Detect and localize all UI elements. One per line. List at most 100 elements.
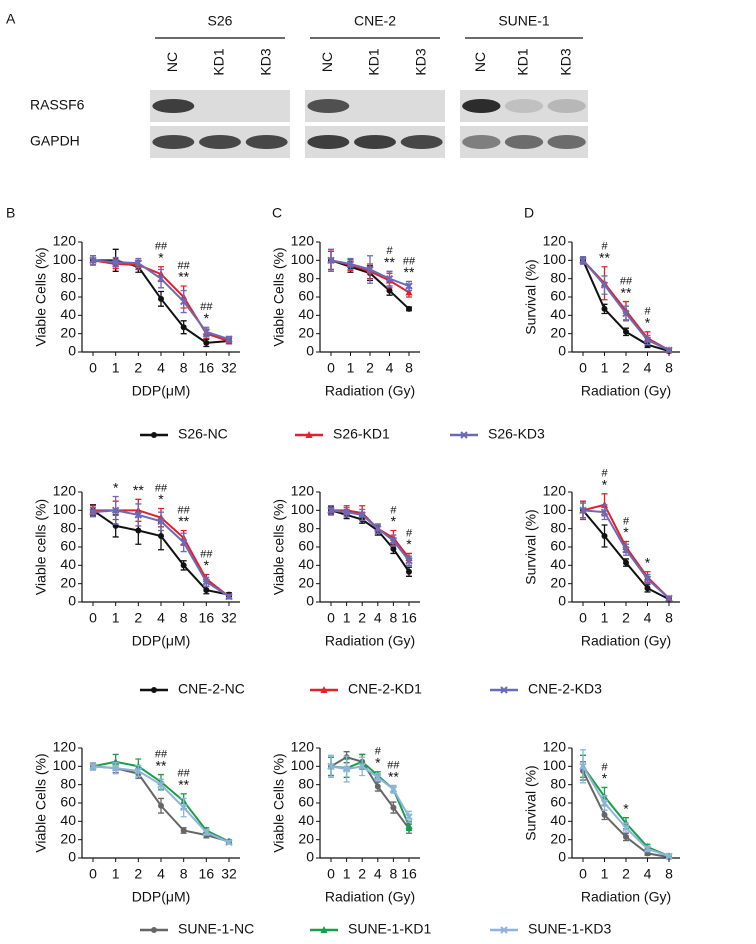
point-marker xyxy=(406,568,412,575)
y-tick-label: 80 xyxy=(550,519,566,535)
point-marker xyxy=(358,511,366,519)
blot-band xyxy=(504,99,544,113)
point-marker xyxy=(665,594,673,603)
y-tick-label: 60 xyxy=(550,288,566,304)
y-axis-label: Viable Cells (%) xyxy=(33,753,49,852)
significance-mark: * xyxy=(375,755,381,771)
point-marker xyxy=(623,559,629,566)
x-tick-label: 32 xyxy=(221,866,237,882)
y-tick-label: 80 xyxy=(298,775,314,791)
significance-mark: * xyxy=(113,479,119,495)
significance-mark: ** xyxy=(178,777,189,793)
y-tick-label: 0 xyxy=(558,849,566,865)
point-marker xyxy=(601,533,608,539)
point-marker xyxy=(600,508,609,516)
x-tick-label: 8 xyxy=(180,360,188,376)
y-tick-label: 120 xyxy=(291,739,315,755)
x-tick-label: 1 xyxy=(343,866,351,882)
legend-label: CNE-2-KD3 xyxy=(528,681,602,697)
significance-mark: * xyxy=(204,557,210,573)
y-axis-label: Viable Cells (%) xyxy=(271,753,287,852)
significance-mark: ** xyxy=(404,264,415,280)
y-tick-label: 40 xyxy=(298,306,314,322)
significance-mark: * xyxy=(645,554,651,570)
lane-label: NC xyxy=(472,52,488,72)
significance-mark: # xyxy=(644,306,651,318)
point-marker xyxy=(358,762,366,771)
point-marker xyxy=(89,508,97,516)
x-axis-label: DDP(μM) xyxy=(132,383,191,399)
x-tick-label: 4 xyxy=(386,360,394,376)
y-tick-label: 100 xyxy=(53,757,77,773)
point-marker xyxy=(203,587,210,594)
point-marker xyxy=(111,258,120,266)
x-axis-label: DDP(μM) xyxy=(132,633,191,649)
y-tick-label: 80 xyxy=(60,269,76,285)
significance-mark: * xyxy=(406,536,412,552)
x-tick-label: 0 xyxy=(579,360,587,376)
significance-mark: ** xyxy=(133,482,144,498)
cell-line-label: CNE-2 xyxy=(354,13,396,29)
point-marker xyxy=(374,783,381,790)
x-tick-label: 0 xyxy=(579,866,587,882)
lane-label: KD1 xyxy=(211,48,227,75)
legend-label: CNE-2-NC xyxy=(178,681,245,697)
point-marker xyxy=(320,686,328,693)
blot-band xyxy=(462,135,501,149)
y-tick-label: 40 xyxy=(60,812,76,828)
y-tick-label: 20 xyxy=(298,574,314,590)
y-tick-label: 20 xyxy=(550,574,566,590)
significance-mark: ## xyxy=(387,759,400,771)
point-marker xyxy=(327,256,335,265)
point-marker xyxy=(622,309,630,318)
point-marker xyxy=(158,295,164,302)
y-tick-label: 60 xyxy=(298,794,314,810)
point-marker xyxy=(157,274,165,283)
point-marker xyxy=(622,824,630,832)
y-tick-label: 40 xyxy=(298,812,314,828)
point-marker xyxy=(600,281,609,289)
y-tick-label: 80 xyxy=(298,519,314,535)
significance-mark: * xyxy=(645,315,651,331)
point-marker xyxy=(405,813,413,821)
x-axis-label: Radiation (Gy) xyxy=(325,633,415,649)
significance-mark: # xyxy=(406,527,413,539)
significance-mark: ## xyxy=(200,548,213,560)
point-marker xyxy=(225,838,233,847)
y-tick-label: 20 xyxy=(60,574,76,590)
significance-mark: # xyxy=(390,504,397,516)
x-tick-label: 16 xyxy=(401,610,417,626)
point-marker xyxy=(623,328,629,335)
point-marker xyxy=(644,585,651,592)
point-marker xyxy=(405,821,413,829)
significance-mark: # xyxy=(601,241,608,253)
significance-mark: # xyxy=(601,761,608,773)
y-tick-label: 80 xyxy=(60,775,76,791)
x-tick-label: 0 xyxy=(89,610,97,626)
x-tick-label: 8 xyxy=(665,360,673,376)
y-tick-label: 0 xyxy=(306,343,314,359)
x-tick-label: 16 xyxy=(199,610,215,626)
x-tick-label: 4 xyxy=(644,360,652,376)
y-tick-label: 20 xyxy=(298,324,314,340)
point-marker xyxy=(405,282,413,290)
y-tick-label: 40 xyxy=(60,306,76,322)
point-marker xyxy=(386,287,393,294)
point-marker xyxy=(623,833,629,840)
y-tick-label: 120 xyxy=(53,739,77,755)
y-tick-label: 0 xyxy=(68,593,76,609)
y-tick-label: 40 xyxy=(60,556,76,572)
point-marker xyxy=(500,686,508,694)
significance-mark: * xyxy=(602,477,608,493)
point-marker xyxy=(89,762,97,771)
x-tick-label: 1 xyxy=(112,360,120,376)
x-tick-label: 1 xyxy=(112,610,120,626)
y-tick-label: 80 xyxy=(550,269,566,285)
x-tick-label: 4 xyxy=(644,610,652,626)
x-tick-label: 2 xyxy=(622,360,630,376)
y-tick-label: 100 xyxy=(291,757,315,773)
significance-mark: ** xyxy=(156,757,167,773)
panel-label: B xyxy=(6,205,15,221)
y-tick-label: 0 xyxy=(306,593,314,609)
